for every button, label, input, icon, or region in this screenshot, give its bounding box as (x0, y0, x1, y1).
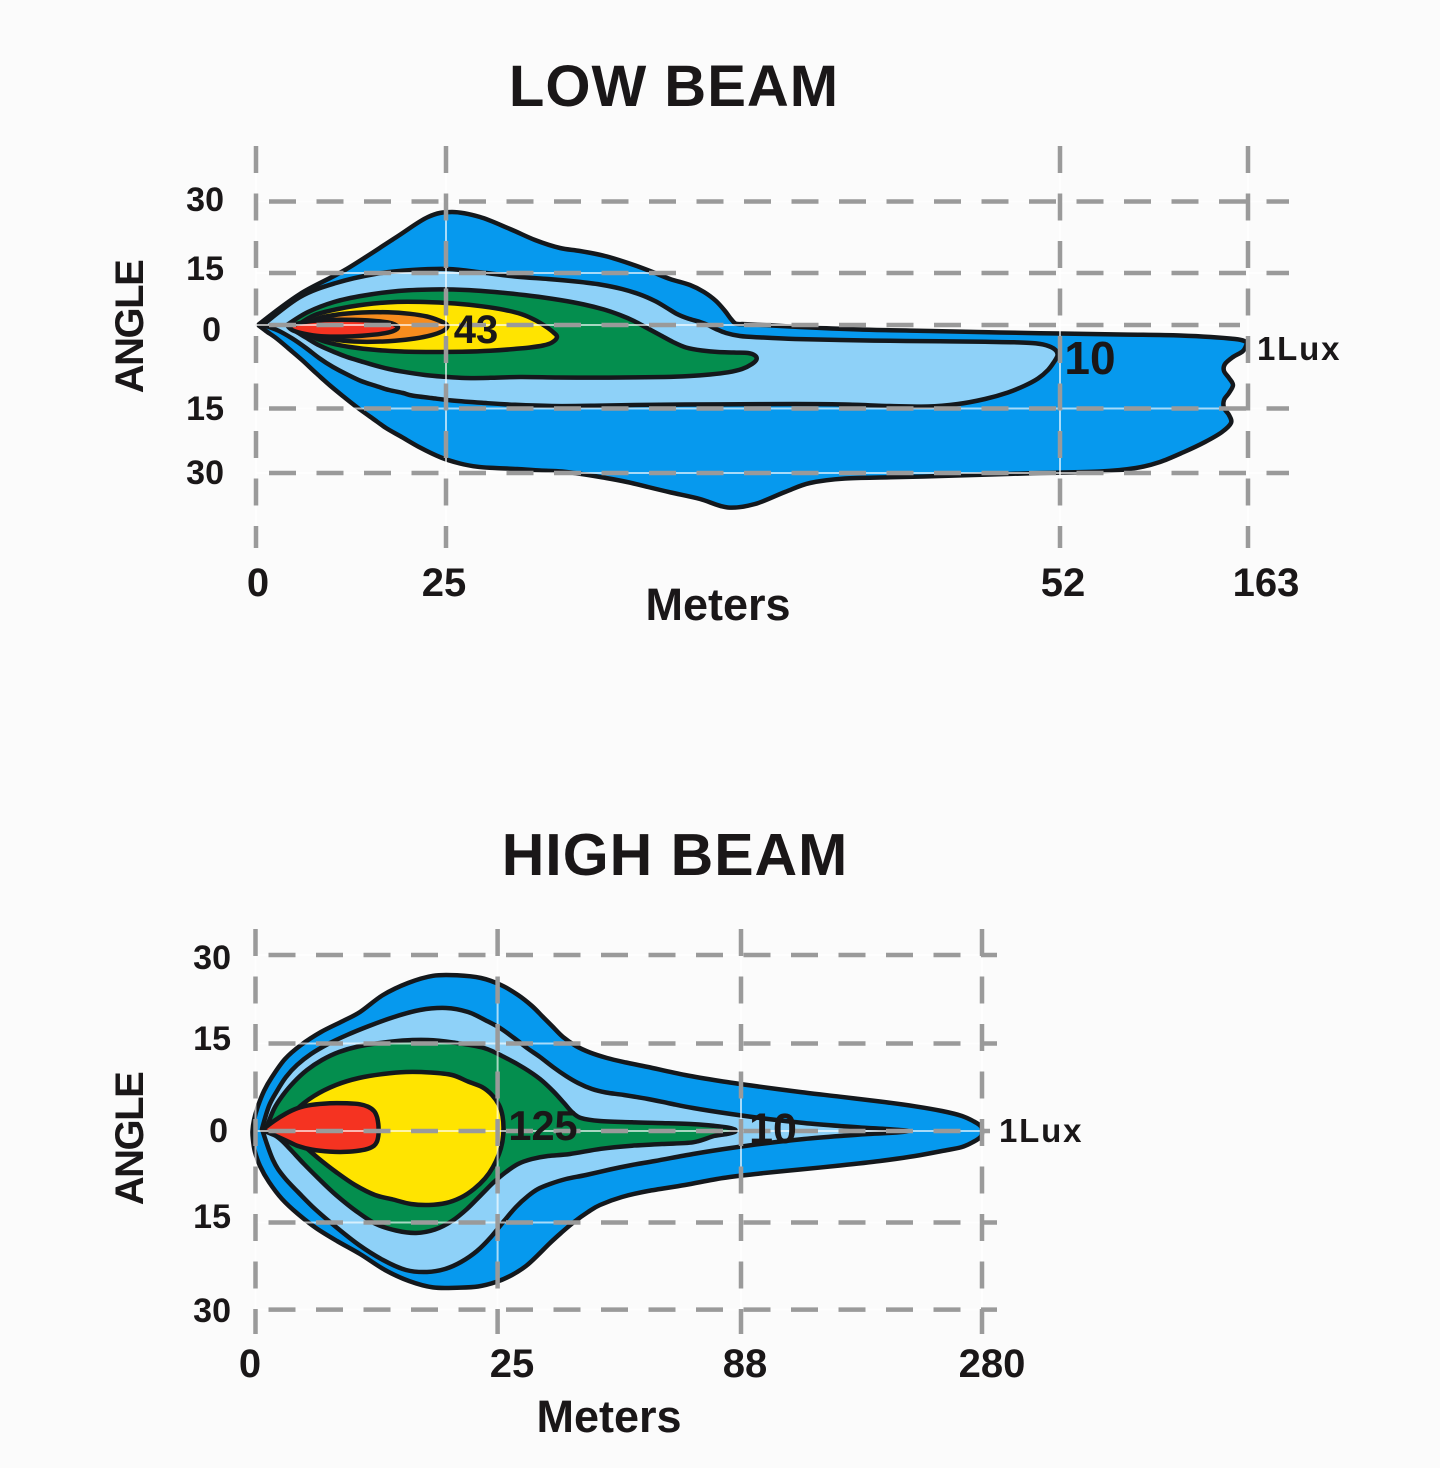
svg-text:Meters: Meters (645, 579, 790, 630)
svg-text:0: 0 (239, 1342, 261, 1386)
svg-text:15: 15 (193, 1198, 231, 1236)
svg-text:15: 15 (186, 250, 224, 288)
svg-text:ANGLE: ANGLE (108, 1072, 152, 1205)
svg-text:43: 43 (454, 308, 499, 352)
svg-text:0: 0 (247, 561, 269, 605)
svg-text:0: 0 (202, 311, 221, 349)
svg-text:25: 25 (422, 561, 467, 605)
svg-text:10: 10 (1064, 332, 1115, 384)
svg-text:15: 15 (193, 1020, 231, 1058)
svg-text:25: 25 (490, 1342, 535, 1386)
svg-text:1Lux: 1Lux (1257, 330, 1341, 367)
svg-text:HIGH BEAM: HIGH BEAM (502, 822, 849, 888)
svg-text:0: 0 (209, 1112, 228, 1150)
svg-text:52: 52 (1041, 561, 1086, 605)
svg-text:163: 163 (1233, 561, 1300, 605)
svg-text:30: 30 (193, 939, 231, 977)
svg-text:Meters: Meters (536, 1391, 681, 1442)
svg-text:ANGLE: ANGLE (108, 260, 152, 393)
svg-text:15: 15 (186, 390, 224, 428)
svg-text:LOW BEAM: LOW BEAM (509, 54, 839, 119)
svg-text:125: 125 (508, 1102, 577, 1149)
svg-text:30: 30 (193, 1292, 231, 1330)
svg-text:30: 30 (186, 454, 224, 492)
svg-text:1Lux: 1Lux (999, 1112, 1083, 1149)
svg-text:30: 30 (186, 181, 224, 219)
svg-text:10: 10 (749, 1105, 797, 1153)
svg-text:88: 88 (723, 1342, 768, 1386)
svg-text:280: 280 (959, 1342, 1026, 1386)
